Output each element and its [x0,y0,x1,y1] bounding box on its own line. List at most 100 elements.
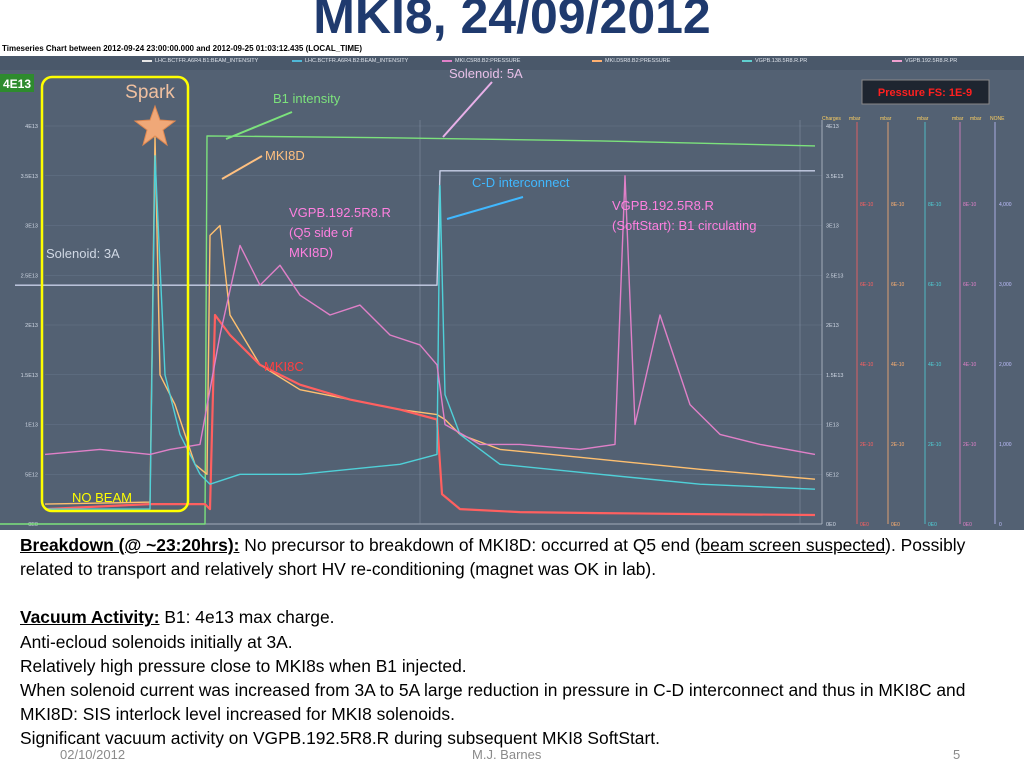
vacuum-heading: Vacuum Activity: [20,607,160,628]
y-mid-tick-label: 4E13 [826,124,839,130]
y-tick-label: 4E13 [25,124,38,130]
axis-tag: mbar [970,116,982,122]
legend-entry: LHC.BCTFR.A6R4.B1:BEAM_INTENSITY [142,58,258,64]
arrow-b1-intensity [225,111,293,140]
pressure-tick-label: 4E-10 [928,362,942,368]
axis-tag: mbar [917,116,929,122]
pressure-tick-label: 2E-10 [963,442,977,448]
y-tick-label: 2.5E13 [21,273,38,279]
y-tick-label: 1E13 [25,423,38,429]
legend-swatch [292,59,302,62]
annotation-b1-intensity: B1 intensity [273,91,341,106]
annotation-solenoid-3a: Solenoid: 3A [46,246,120,261]
legend-swatch [892,59,902,62]
label-4e13: 4E13 [3,77,31,91]
spark-star-icon [133,104,177,147]
pressure-tick-label: 6E-10 [860,282,874,288]
annotation-solenoid-5a: Solenoid: 5A [449,66,523,81]
no-beam-box [40,75,190,513]
breakdown-heading: Breakdown (@ ~23:20hrs): [20,535,240,555]
body-line-pressure: Relatively high pressure close to MKI8s … [20,655,467,676]
pressure-tick-label: 4E-10 [860,362,874,368]
breakdown-underlined: beam screen suspected [700,535,886,555]
footer-page: 5 [953,747,961,762]
footer-date: 02/10/2012 [60,747,126,762]
legend-entry: VGPB.192.5R8.R.PR [892,58,957,64]
axis-tag: NONE [990,116,1005,122]
pressure-tick-label: 4E-10 [963,362,977,368]
y-tick-label: 3.5E13 [21,174,38,180]
series-line [44,175,816,456]
annotation-vgpb-q5-line1: VGPB.192.5R8.R [289,205,391,220]
y-mid-tick-label: 3E13 [826,224,839,230]
pressure-tick-label: 6E-10 [963,282,977,288]
legend-swatch [442,59,452,62]
annotation-vgpb-soft-line2: (SoftStart): B1 circulating [612,218,757,233]
legend-label: MKI.D5R8.B2:PRESSURE [605,58,671,64]
chart-legend: LHC.BCTFR.A6R4.B1:BEAM_INTENSITY LHC.BCTF… [0,56,1024,70]
breakdown-text-2: ). Possibly related to transport and rel… [20,535,966,580]
annotation-vgpb-q5-line3: MKI8D) [289,245,333,260]
slide-body: Breakdown (@ ~23:20hrs): No precursor to… [20,533,1010,751]
annotation-mki8c: MKI8C [264,359,304,374]
pressure-tick-label: 8E-10 [963,202,977,208]
legend-label: MKI.C5R8.B2:PRESSURE [455,58,521,64]
pressure-tick-label: 8E-10 [928,202,942,208]
legend-label: VGPB.192.5R8.R.PR [905,58,958,64]
y-mid-tick-label: 3.5E13 [826,174,843,180]
pressure-tick-label: 2E-10 [860,442,874,448]
pressure-tick-label: 0E0 [928,522,937,528]
label-4e13-box [0,74,34,92]
slide-title: MKI8, 24/09/2012 [313,0,711,44]
right-tick-label: 3,000 [999,282,1012,288]
spacer [20,581,1010,605]
right-tick-label: 1,000 [999,442,1012,448]
legend-entry: MKI.D5R8.B2:PRESSURE [592,58,670,64]
series-line [15,170,815,286]
y-tick-label: 3E13 [25,224,38,230]
legend-swatch [592,59,602,62]
right-tick-label: 2,000 [999,362,1012,368]
y-mid-tick-label: 2E13 [826,323,839,329]
pressure-fs-label: Pressure FS: 1E-9 [878,87,972,99]
y-tick-label: 5E12 [25,472,38,478]
axis-tag: Charges [822,116,841,122]
pressure-tick-label: 2E-10 [891,442,905,448]
pressure-tick-label: 0E0 [860,522,869,528]
legend-entry: MKI.C5R8.B2:PRESSURE [442,58,520,64]
arrow-mki8d [221,155,263,180]
spark-label: Spark [125,82,175,103]
no-beam-label: NO BEAM [72,490,132,505]
y-mid-tick-label: 1.5E13 [826,373,843,379]
body-line-solenoids: Anti-ecloud solenoids initially at 3A. [20,631,293,652]
right-tick-label: 4,000 [999,202,1012,208]
series-line [44,135,816,505]
y-mid-tick-label: 1E13 [826,423,839,429]
pressure-tick-label: 4E-10 [891,362,905,368]
annotation-vgpb-q5-line2: (Q5 side of [289,225,353,240]
legend-label: LHC.BCTFR.A6R4.B1:BEAM_INTENSITY [155,58,259,64]
y-mid-tick-label: 5E12 [826,472,839,478]
pressure-tick-label: 0E0 [963,522,972,528]
body-line-softstart: Significant vacuum activity on VGPB.192.… [20,728,660,749]
annotation-cd-interconnect: C-D interconnect [472,175,570,190]
legend-entry: VGPB.138.5R8.R.PR [742,58,807,64]
pressure-tick-label: 6E-10 [891,282,905,288]
breakdown-text-1: No precursor to breakdown of MKI8D: occu… [239,535,701,555]
pressure-tick-label: 8E-10 [891,202,905,208]
right-tick-label: 0 [999,522,1002,528]
legend-swatch [142,59,152,62]
timeseries-chart: Timeseries Chart between 2012-09-24 23:0… [0,42,1024,530]
y-tick-label: 1.5E13 [21,373,38,379]
y-mid-tick-label: 2.5E13 [826,273,843,279]
chart-header: Timeseries Chart between 2012-09-24 23:0… [0,42,1024,56]
annotation-vgpb-soft-line1: VGPB.192.5R8.R [612,198,714,213]
annotation-mki8d: MKI8D [265,148,305,163]
arrow-solenoid-5a [442,81,493,138]
breakdown-paragraph: Breakdown (@ ~23:20hrs): No precursor to… [20,533,1010,581]
series-line [45,155,816,510]
y-tick-label: 2E13 [25,323,38,329]
pressure-tick-label: 8E-10 [860,202,874,208]
y-tick-label: 0E0 [28,522,38,528]
axis-tag: mbar [880,116,892,122]
